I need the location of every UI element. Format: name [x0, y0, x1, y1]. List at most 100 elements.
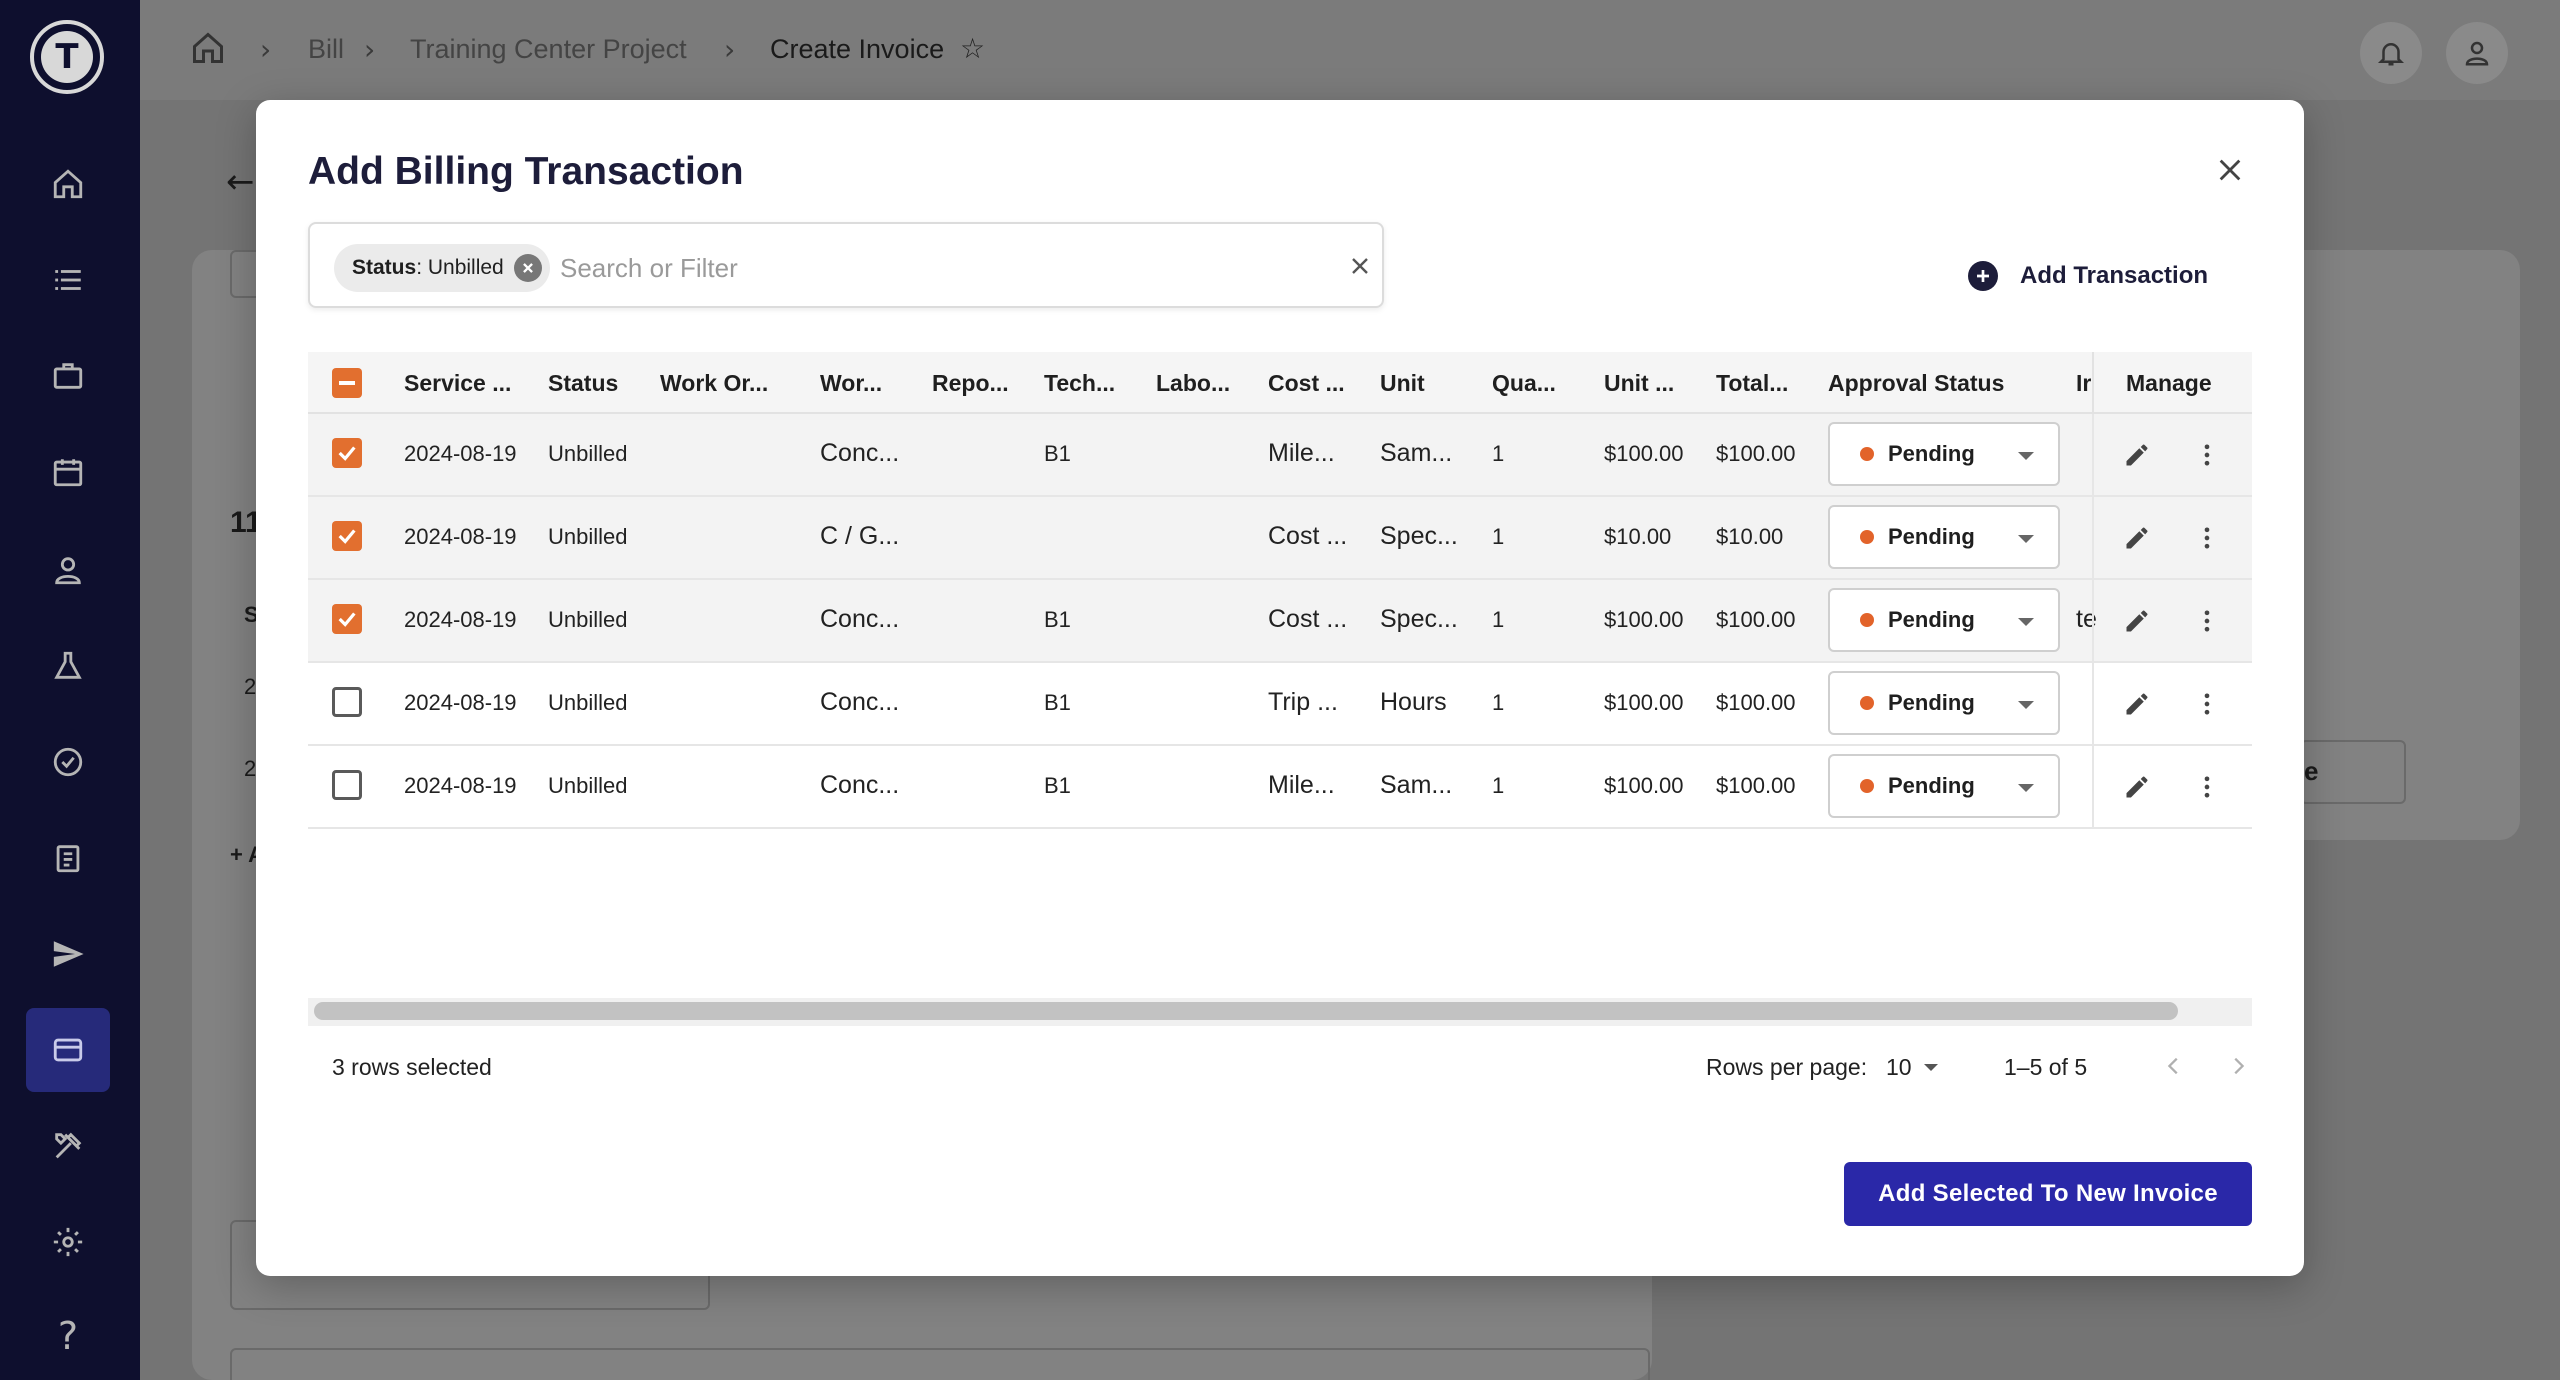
edit-icon[interactable]: [2120, 438, 2154, 472]
table-row[interactable]: 2024-08-19 Unbilled Conc... B1 Trip ... …: [308, 663, 2252, 746]
approval-status-select[interactable]: Pending: [1828, 671, 2060, 735]
rows-per-page-select[interactable]: 10: [1886, 1050, 1938, 1084]
col-labor[interactable]: Labo...: [1156, 370, 1231, 396]
sidebar-briefcase-icon[interactable]: [26, 334, 110, 418]
table-row[interactable]: 2024-08-19 Unbilled C / G... Cost ... Sp…: [308, 497, 2252, 580]
chip-remove-icon[interactable]: [513, 254, 542, 282]
col-technician[interactable]: Tech...: [1044, 370, 1116, 396]
more-vert-icon[interactable]: [2190, 604, 2224, 638]
sidebar-person-icon[interactable]: [26, 528, 110, 612]
close-icon[interactable]: [2208, 148, 2252, 192]
row-checkbox[interactable]: [332, 687, 362, 717]
approval-status-select[interactable]: Pending: [1828, 588, 2060, 652]
sidebar-credit-card-icon[interactable]: [26, 1008, 110, 1092]
col-service-date[interactable]: Service ...: [404, 370, 512, 396]
breadcrumb-project[interactable]: Training Center Project: [410, 34, 687, 64]
pending-dot: [1860, 447, 1874, 461]
edit-icon[interactable]: [2120, 521, 2154, 555]
manage-cell: [2092, 497, 2252, 578]
more-vert-icon[interactable]: [2190, 687, 2224, 721]
row-checkbox[interactable]: [332, 521, 362, 551]
col-report[interactable]: Repo...: [932, 370, 1009, 396]
row-checkbox[interactable]: [332, 604, 362, 634]
col-work[interactable]: Wor...: [820, 370, 883, 396]
chevron-left-icon[interactable]: [2152, 1044, 2196, 1088]
col-ir[interactable]: Ir: [2076, 370, 2092, 396]
chip-key: Status: [352, 256, 417, 279]
sidebar-tools-icon[interactable]: [26, 1104, 110, 1188]
sidebar-calendar-icon[interactable]: [26, 430, 110, 514]
cell-cost: Mile...: [1268, 771, 1335, 799]
col-status[interactable]: Status: [548, 370, 619, 396]
cell-quantity: 1: [1492, 441, 1505, 466]
breadcrumb-home-icon[interactable]: [190, 30, 226, 71]
background-fragment: 2: [244, 674, 257, 699]
col-quantity[interactable]: Qua...: [1492, 370, 1556, 396]
sidebar: T ?: [0, 0, 140, 1380]
app-logo[interactable]: T: [30, 20, 104, 94]
back-arrow-icon[interactable]: ←: [226, 162, 255, 202]
status-filter-chip[interactable]: Status : Unbilled: [334, 244, 550, 292]
col-unit-price[interactable]: Unit ...: [1604, 370, 1675, 396]
cell-technician: B1: [1044, 607, 1071, 632]
add-selected-to-new-invoice-button[interactable]: Add Selected To New Invoice: [1844, 1162, 2252, 1226]
scrollbar-thumb[interactable]: [314, 1002, 2178, 1020]
manage-cell: [2092, 746, 2252, 827]
select-all-checkbox[interactable]: [332, 368, 362, 398]
cell-quantity: 1: [1492, 607, 1505, 632]
search-clear-icon[interactable]: [1340, 246, 1380, 286]
more-vert-icon[interactable]: [2190, 521, 2224, 555]
table-header: Service ... Status Work Or... Wor... Rep…: [308, 352, 2252, 414]
cell-unit-price: $100.00: [1604, 607, 1684, 632]
table-row[interactable]: 2024-08-19 Unbilled Conc... B1 Mile... S…: [308, 746, 2252, 829]
edit-icon[interactable]: [2120, 687, 2154, 721]
chevron-down-icon: [2018, 535, 2034, 543]
table-row[interactable]: 2024-08-19 Unbilled Conc... B1 Cost ... …: [308, 580, 2252, 663]
approval-status-select[interactable]: Pending: [1828, 505, 2060, 569]
col-total[interactable]: Total...: [1716, 370, 1789, 396]
rows-per-page-label: Rows per page:: [1706, 1054, 1868, 1080]
sidebar-home-icon[interactable]: [26, 142, 110, 226]
bell-icon[interactable]: [2360, 22, 2422, 84]
cell-unit: Sam...: [1380, 439, 1453, 467]
row-checkbox[interactable]: [332, 438, 362, 468]
sidebar-flask-icon[interactable]: [26, 624, 110, 708]
cell-quantity: 1: [1492, 773, 1505, 798]
more-vert-icon[interactable]: [2190, 770, 2224, 804]
chip-value: : Unbilled: [416, 256, 504, 279]
col-approval-status[interactable]: Approval Status: [1828, 370, 2005, 396]
chevron-right-icon[interactable]: [2216, 1044, 2260, 1088]
sidebar-send-icon[interactable]: [26, 912, 110, 996]
search-input[interactable]: [560, 246, 1320, 290]
add-transaction-button[interactable]: Add Transaction: [1968, 254, 2208, 298]
cell-cost: Cost ...: [1268, 522, 1348, 550]
cell-total: $100.00: [1716, 690, 1796, 715]
sidebar-list-icon[interactable]: [26, 238, 110, 322]
table-row[interactable]: 2024-08-19 Unbilled Conc... B1 Mile... S…: [308, 414, 2252, 497]
more-vert-icon[interactable]: [2190, 438, 2224, 472]
sidebar-help-icon[interactable]: ?: [57, 1314, 79, 1358]
edit-icon[interactable]: [2120, 770, 2154, 804]
col-unit[interactable]: Unit: [1380, 370, 1425, 396]
search-filter-box[interactable]: Status : Unbilled: [308, 222, 1384, 308]
star-icon[interactable]: ☆: [960, 32, 986, 65]
dialog-title: Add Billing Transaction: [308, 150, 744, 193]
row-checkbox[interactable]: [332, 770, 362, 800]
col-cost[interactable]: Cost ...: [1268, 370, 1345, 396]
cell-unit-price: $100.00: [1604, 773, 1684, 798]
sidebar-check-badge-icon[interactable]: [26, 720, 110, 804]
edit-icon[interactable]: [2120, 604, 2154, 638]
breadcrumb-bill[interactable]: Bill: [308, 34, 345, 64]
col-work-order[interactable]: Work Or...: [660, 370, 769, 396]
chevron-down-icon: [2018, 618, 2034, 626]
background-fragment: e: [2304, 756, 2319, 786]
sidebar-gear-icon[interactable]: [26, 1200, 110, 1284]
user-icon[interactable]: [2446, 22, 2508, 84]
cell-unit: Hours: [1380, 688, 1447, 716]
horizontal-scrollbar[interactable]: [308, 998, 2252, 1026]
sidebar-clipboard-icon[interactable]: [26, 816, 110, 900]
approval-status-select[interactable]: Pending: [1828, 754, 2060, 818]
cell-unit-price: $100.00: [1604, 441, 1684, 466]
approval-status-select[interactable]: Pending: [1828, 422, 2060, 486]
pending-dot: [1860, 613, 1874, 627]
